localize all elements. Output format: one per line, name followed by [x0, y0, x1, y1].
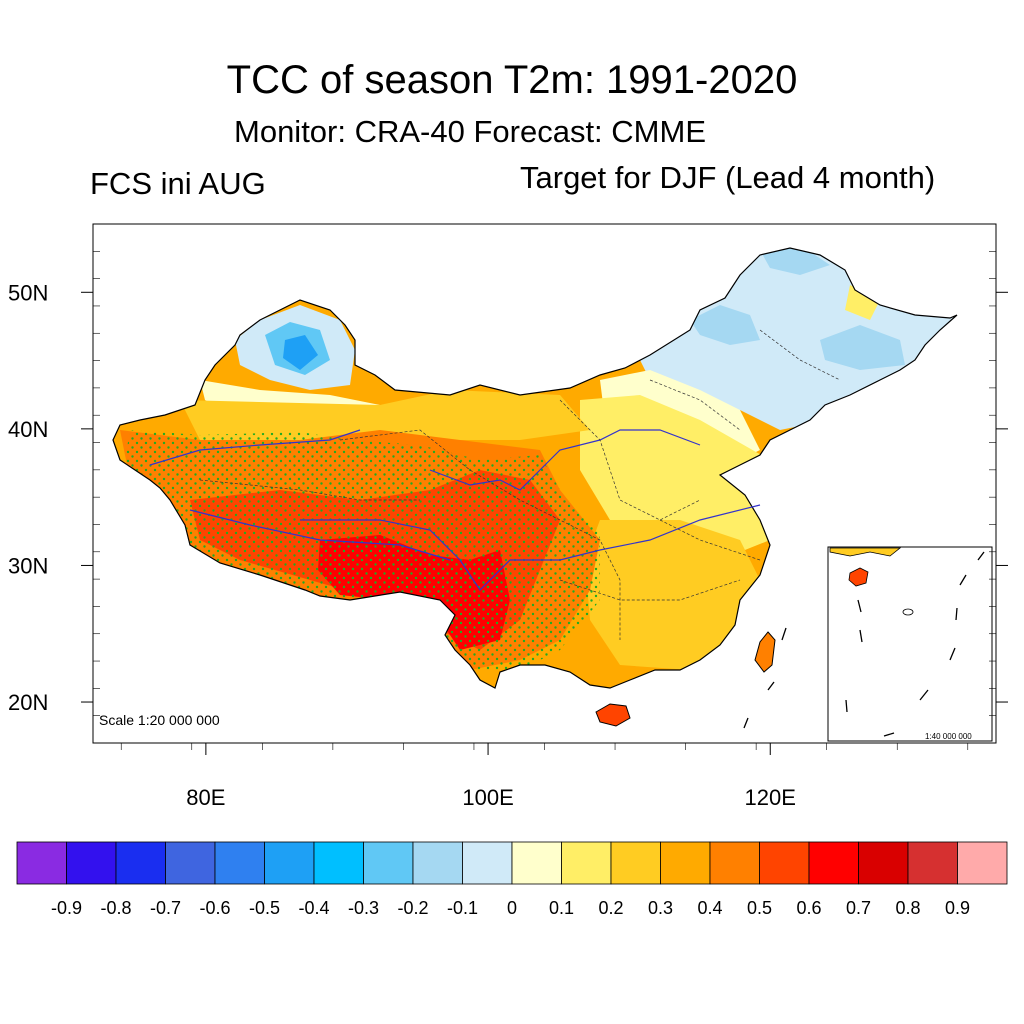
boundary-line	[559, 399, 701, 521]
map-scale-text: Scale 1:20 000 000	[99, 712, 220, 728]
boundary-line	[559, 579, 741, 601]
taiwan-island	[754, 631, 776, 673]
lon-tick-label: 120E	[745, 785, 796, 810]
inset-islets	[902, 608, 914, 616]
colorbar-swatch	[561, 841, 612, 885]
tarim-river	[149, 429, 361, 466]
field-northeast-blue-2	[820, 325, 905, 370]
dash	[955, 607, 958, 621]
colorbar-swatch	[115, 841, 166, 885]
dash	[767, 681, 775, 691]
brahmaputra-river	[189, 509, 451, 561]
lat-tick-label: 20N	[8, 690, 48, 715]
axes: 50N 40N 30N 20N 80E 100E 120E	[8, 223, 1008, 810]
colorbar-label: 0.5	[747, 898, 772, 918]
china-border	[112, 247, 958, 689]
colorbar-swatch	[313, 841, 364, 885]
dash	[859, 629, 863, 643]
colorbar-swatch	[363, 841, 414, 885]
colorbar-label: 0	[507, 898, 517, 918]
lat-tick-label: 50N	[8, 280, 48, 305]
colorbar-swatch	[462, 841, 513, 885]
lon-tick-label: 80E	[186, 785, 225, 810]
colorbar-swatch	[16, 841, 67, 885]
target-season-label: Target for DJF (Lead 4 month)	[520, 160, 936, 195]
colorbar-swatch	[264, 841, 315, 885]
boundary-line	[469, 469, 621, 640]
rivers	[149, 429, 761, 591]
colorbar-label: -0.1	[447, 898, 478, 918]
field-east-yellow	[580, 395, 770, 560]
boundary-line	[649, 379, 741, 431]
dash	[857, 599, 862, 613]
lon-tick-label: 100E	[462, 785, 513, 810]
colorbar-swatch	[957, 841, 1008, 885]
colorbar-label: -0.9	[51, 898, 82, 918]
colorbar-swatch	[759, 841, 810, 885]
significance-stipple	[125, 430, 600, 670]
chart-title: TCC of season T2m: 1991-2020	[226, 58, 798, 102]
colorbar-label: 0.9	[945, 898, 970, 918]
dash	[959, 574, 967, 586]
yangtze-river	[300, 504, 761, 591]
colorbar-label: 0.1	[549, 898, 574, 918]
colorbar-swatch	[808, 841, 859, 885]
colorbar-swatch	[660, 841, 711, 885]
colorbar-swatch	[858, 841, 909, 885]
inset-coast	[829, 547, 902, 557]
boundary-line	[199, 479, 420, 501]
sea-dash-marks	[743, 627, 787, 729]
inset-scale-text: 1:40 000 000	[925, 732, 972, 741]
dash	[845, 699, 848, 713]
colorbar: -0.9 -0.8 -0.7 -0.6 -0.5 -0.4 -0.3 -0.2 -0.1 0 0.1…	[16, 841, 1008, 918]
dash	[781, 627, 787, 641]
initial-month-label: FCS ini AUG	[90, 166, 266, 201]
yellow-river	[429, 429, 701, 491]
field-northeast-blue-3	[760, 248, 830, 275]
dash	[883, 732, 895, 737]
dash	[977, 551, 985, 561]
colorbar-label: -0.6	[199, 898, 230, 918]
field-northeast-blue	[690, 305, 760, 345]
field-northeast-yellow	[845, 285, 880, 320]
colorbar-label: -0.8	[100, 898, 131, 918]
south-china-sea-inset: 1:40 000 000	[827, 546, 993, 742]
boundary-line	[339, 429, 471, 471]
nine-dash-line	[845, 551, 985, 737]
dash	[743, 717, 749, 729]
province-boundaries	[199, 329, 841, 640]
boundary-line	[759, 329, 841, 381]
dash	[919, 689, 929, 701]
hainan-island	[595, 703, 631, 727]
lat-tick-label: 30N	[8, 553, 48, 578]
colorbar-swatch	[610, 841, 661, 885]
dash	[949, 647, 956, 661]
colorbar-swatch	[214, 841, 265, 885]
colorbar-label: 0.2	[598, 898, 623, 918]
lat-tick-label: 40N	[8, 417, 48, 442]
colorbar-swatch	[66, 841, 117, 885]
colorbar-label: 0.8	[895, 898, 920, 918]
chart-subtitle: Monitor: CRA-40 Forecast: CMME	[234, 114, 706, 149]
colorbar-label: 0.3	[648, 898, 673, 918]
colorbar-swatch	[165, 841, 216, 885]
inset-hainan	[848, 567, 869, 587]
colorbar-label: -0.3	[348, 898, 379, 918]
boundary-line	[659, 519, 761, 561]
colorbar-swatch	[907, 841, 958, 885]
colorbar-label: -0.4	[298, 898, 329, 918]
colorbar-label: -0.7	[150, 898, 181, 918]
colorbar-swatch	[511, 841, 562, 885]
colorbar-label: 0.7	[846, 898, 871, 918]
field-east-gold	[585, 520, 760, 670]
colorbar-label: 0.4	[697, 898, 722, 918]
colorbar-swatch	[412, 841, 463, 885]
colorbar-label: -0.5	[249, 898, 280, 918]
colorbar-swatch	[709, 841, 760, 885]
colorbar-label: -0.2	[397, 898, 428, 918]
colorbar-label: 0.6	[796, 898, 821, 918]
field-northwest-deep-blue	[283, 335, 318, 370]
